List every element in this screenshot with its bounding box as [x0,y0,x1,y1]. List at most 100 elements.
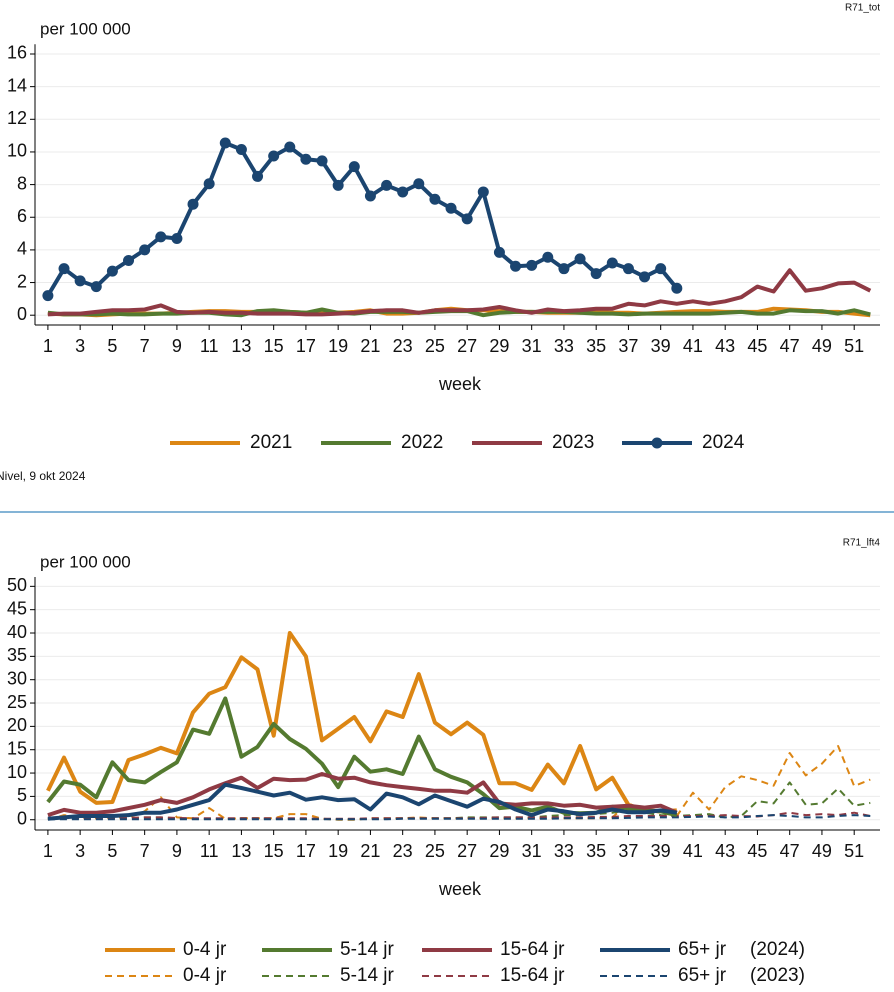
point [284,141,296,153]
x-tick-label: 47 [780,841,800,861]
legend-marker [651,437,663,449]
x-tick-label: 15 [264,841,284,861]
point [316,155,328,167]
x-tick-label: 9 [172,841,182,861]
x-tick-label: 31 [522,841,542,861]
x-tick-label: 49 [812,336,832,356]
legend-year: (2024) [750,939,805,960]
x-tick-label: 3 [75,841,85,861]
x-tick-label: 39 [651,336,671,356]
point [622,263,634,275]
x-tick-label: 35 [586,336,606,356]
y-tick-label: 2 [17,271,27,291]
y-tick-label: 50 [7,575,27,595]
point [348,161,360,173]
series-line [46,631,677,814]
point [542,251,554,263]
x-tick-label: 27 [457,841,477,861]
x-tick-label: 37 [618,336,638,356]
y-tick-label: 20 [7,715,27,735]
legend-label: 2021 [250,432,292,453]
x-tick-label: 19 [328,841,348,861]
legend-year: (2023) [750,965,805,986]
y-tick-label: 12 [7,108,27,128]
x-tick-label: 17 [296,336,316,356]
x-tick-label: 51 [844,336,864,356]
x-tick-label: 13 [231,336,251,356]
point [413,178,425,190]
legend-label: 0-4 jr [183,939,227,960]
point [397,186,409,198]
x-tick-label: 21 [360,336,380,356]
series-line [47,772,678,818]
point [139,244,151,256]
x-axis-title: week [438,374,482,394]
y-axis-title: per 100 000 [40,552,131,571]
point [203,178,215,190]
point [155,231,167,243]
x-tick-label: 19 [328,336,348,356]
y-tick-label: 0 [17,304,27,324]
x-tick-label: 37 [618,841,638,861]
x-tick-label: 41 [683,336,703,356]
series-line [47,782,678,821]
legend-label: 15-64 jr [500,965,565,986]
legend-label: 65+ jr [678,939,727,960]
point [90,281,102,293]
point [42,290,54,302]
point [171,232,183,244]
x-tick-label: 1 [43,841,53,861]
x-tick-label: 11 [200,841,219,861]
legend-label: 65+ jr [678,965,727,986]
legend-label: 5-14 jr [340,939,395,960]
series-line [46,141,679,297]
point [493,246,505,258]
x-tick-label: 27 [457,336,477,356]
x-tick-label: 21 [360,841,380,861]
corner-label: R71_tot [845,3,880,14]
y-tick-label: 8 [17,173,27,193]
y-tick-label: 0 [17,808,27,828]
point [106,265,118,277]
x-tick-label: 23 [393,336,413,356]
point [235,144,247,155]
point [187,198,199,210]
point [510,260,522,272]
point [300,153,312,165]
point [655,263,667,275]
point [429,193,441,205]
x-tick-label: 45 [747,841,767,861]
x-tick-label: 43 [715,336,735,356]
x-tick-label: 3 [75,336,85,356]
y-axis-title: per 100 000 [40,19,131,38]
point [252,170,264,182]
x-tick-label: 5 [107,841,117,861]
x-tick-label: 13 [231,841,251,861]
y-tick-label: 15 [7,738,27,758]
point [574,253,586,265]
legend-label: 2024 [702,432,745,453]
legend-label: 2022 [401,432,443,453]
series-line [47,268,872,317]
y-tick-label: 40 [7,622,27,642]
x-tick-label: 49 [812,841,832,861]
y-tick-label: 35 [7,645,27,665]
x-tick-label: 15 [264,336,284,356]
point [332,179,344,191]
x-tick-label: 7 [140,841,150,861]
series-line [47,814,871,821]
point [590,268,602,280]
x-tick-label: 51 [844,841,864,861]
x-tick-label: 29 [489,336,509,356]
x-tick-label: 33 [554,336,574,356]
x-tick-label: 7 [140,336,150,356]
x-tick-label: 31 [522,336,542,356]
point [558,263,570,275]
point [671,282,683,294]
legend-label: 0-4 jr [183,965,227,986]
x-tick-label: 45 [747,336,767,356]
y-tick-label: 30 [7,668,27,688]
x-tick-label: 33 [554,841,574,861]
x-tick-label: 47 [780,336,800,356]
